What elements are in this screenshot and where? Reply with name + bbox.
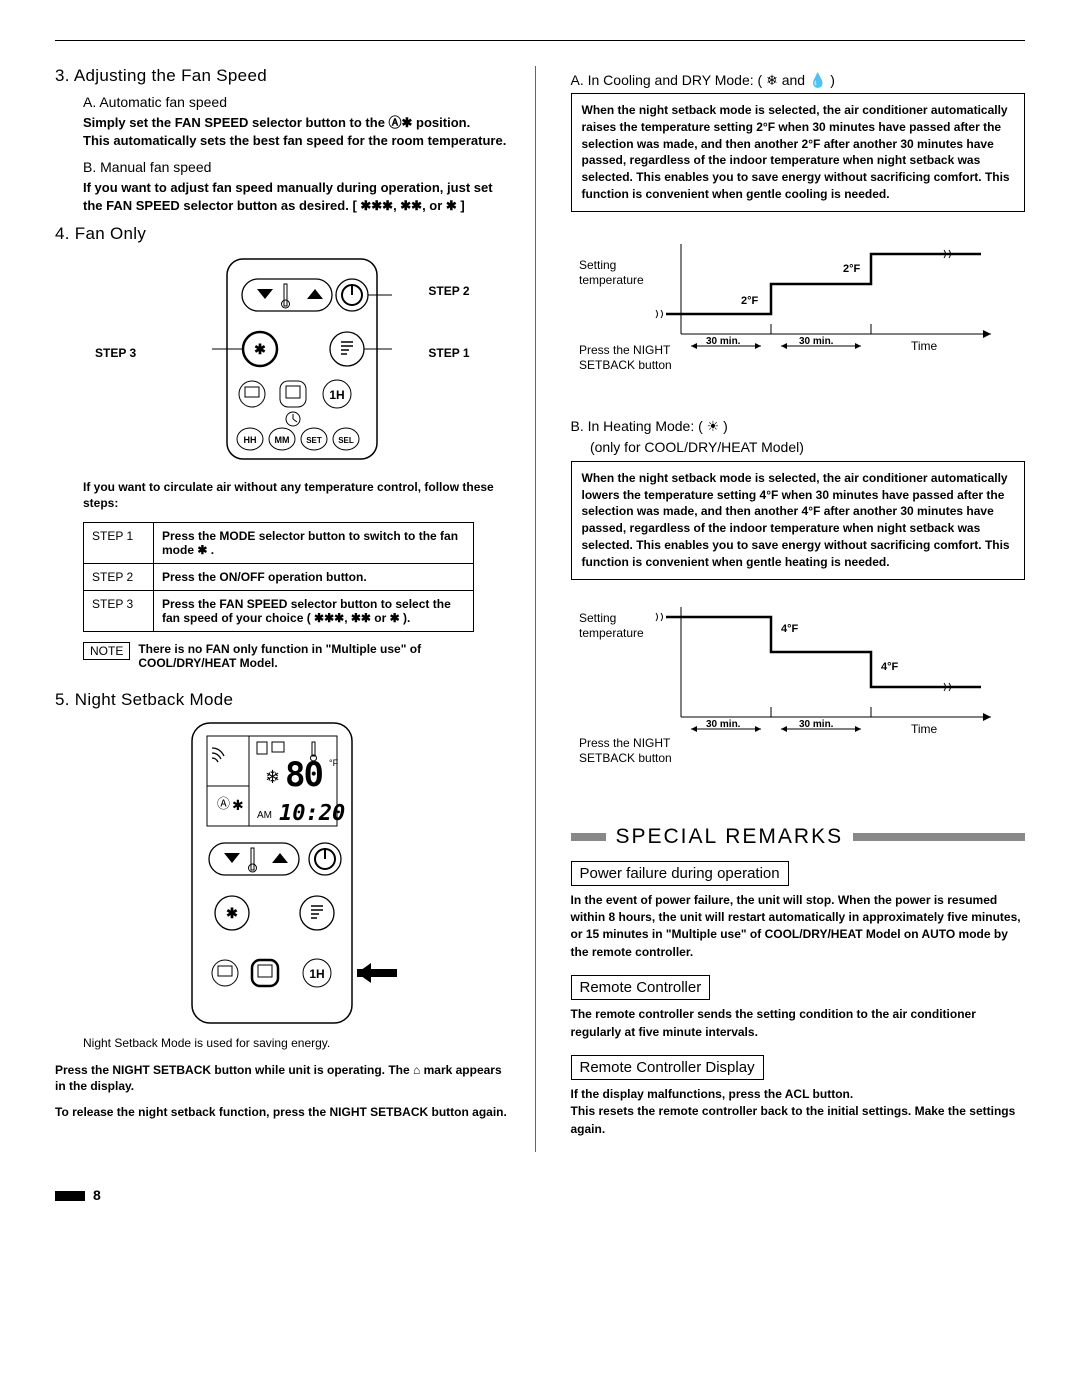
note-text: There is no FAN only function in "Multip… [138, 642, 509, 670]
svg-text:SEL: SEL [338, 436, 354, 445]
sec4-intro: If you want to circulate air without any… [83, 479, 510, 511]
svg-text:30 min.: 30 min. [799, 719, 834, 730]
svg-text:30 min.: 30 min. [706, 719, 741, 730]
power-failure-body: In the event of power failure, the unit … [571, 892, 1026, 962]
svg-text:SET: SET [306, 436, 322, 445]
svg-text:HH: HH [244, 435, 257, 445]
svg-text:30 min.: 30 min. [706, 336, 741, 347]
svg-text:temperature: temperature [579, 273, 644, 287]
remote-display-body: If the display malfunctions, press the A… [571, 1086, 1026, 1138]
note-tag: NOTE [83, 642, 130, 660]
svg-text:Setting: Setting [579, 611, 616, 625]
svg-text:AM: AM [257, 810, 272, 821]
remote-display-title: Remote Controller Display [571, 1055, 764, 1080]
step-cell: STEP 3 [84, 590, 154, 631]
svg-text:✱: ✱ [232, 797, 244, 813]
table-row: STEP 1Press the MODE selector button to … [84, 522, 474, 563]
remote-svg-2: Ⓐ✱ ❄ 80 °F AM 10:20 ✱ 1H [157, 718, 407, 1028]
power-failure-title: Power failure during operation [571, 861, 789, 886]
svg-text:80: 80 [285, 755, 322, 795]
special-title: SPECIAL REMARKS [616, 825, 844, 849]
sec3b-title: B. Manual fan speed [83, 159, 510, 175]
sec5-body2: To release the night setback function, p… [55, 1104, 510, 1120]
table-row: STEP 3Press the FAN SPEED selector butto… [84, 590, 474, 631]
step1-callout: STEP 1 [428, 346, 469, 360]
svg-text:❄: ❄ [265, 767, 280, 787]
remote-controller-title: Remote Controller [571, 975, 711, 1000]
right-b-sub: (only for COOL/DRY/HEAT Model) [571, 439, 1026, 455]
svg-text:✱: ✱ [226, 905, 238, 921]
svg-text:Time: Time [911, 339, 938, 353]
note-box: NOTE There is no FAN only function in "M… [83, 642, 510, 670]
step2-callout: STEP 2 [428, 284, 469, 298]
step-cell: Press the ON/OFF operation button. [154, 563, 474, 590]
svg-text:Press the NIGHT: Press the NIGHT [579, 343, 671, 357]
svg-text:1H: 1H [330, 388, 345, 402]
sec5-title: 5. Night Setback Mode [55, 690, 510, 710]
svg-text:✱: ✱ [254, 341, 266, 357]
svg-text:MM: MM [275, 435, 290, 445]
sec3b-body: If you want to adjust fan speed manually… [83, 179, 510, 214]
svg-text:Setting: Setting [579, 258, 616, 272]
chart-heating: Setting temperature 4°F 4°F 30 min. 30 m… [571, 592, 1011, 767]
svg-text:temperature: temperature [579, 626, 644, 640]
svg-text:Ⓐ: Ⓐ [217, 796, 230, 811]
right-a-title: A. In Cooling and DRY Mode: ( ❄ and 💧 ) [571, 72, 1026, 89]
svg-text:SETBACK button: SETBACK button [579, 751, 672, 765]
table-row: STEP 2Press the ON/OFF operation button. [84, 563, 474, 590]
svg-text:30 min.: 30 min. [799, 336, 834, 347]
svg-text:1H: 1H [310, 967, 325, 981]
svg-text:4°F: 4°F [781, 623, 799, 635]
svg-text:Time: Time [911, 722, 938, 736]
step-cell: STEP 1 [84, 522, 154, 563]
chart-cooling: Setting temperature 2°F 2°F 30 min. 30 m… [571, 224, 1011, 384]
right-b-box: When the night setback mode is selected,… [571, 461, 1026, 580]
sec3a-title: A. Automatic fan speed [83, 94, 510, 110]
svg-text:2°F: 2°F [843, 263, 861, 275]
step-cell: Press the MODE selector button to switch… [154, 522, 474, 563]
svg-text:10:20: 10:20 [279, 801, 345, 826]
svg-text:°F: °F [329, 758, 339, 768]
step-cell: STEP 2 [84, 563, 154, 590]
decor-bar [571, 833, 606, 841]
sec3-title: 3. Adjusting the Fan Speed [55, 66, 510, 86]
remote-controller-body: The remote controller sends the setting … [571, 1006, 1026, 1041]
right-a-box: When the night setback mode is selected,… [571, 93, 1026, 212]
svg-text:Press the NIGHT: Press the NIGHT [579, 736, 671, 750]
sec3a-body: Simply set the FAN SPEED selector button… [83, 114, 510, 149]
remote-svg-1: ✱ 1H HH MM SET SEL [142, 254, 422, 464]
svg-text:2°F: 2°F [741, 295, 759, 307]
svg-text:4°F: 4°F [881, 661, 899, 673]
svg-text:SETBACK button: SETBACK button [579, 358, 672, 372]
decor-bar [853, 833, 1025, 841]
right-b-title: B. In Heating Mode: ( ☀ ) [571, 418, 1026, 435]
sec5-body1: Press the NIGHT SETBACK button while uni… [55, 1062, 510, 1094]
fan-steps-table: STEP 1Press the MODE selector button to … [83, 522, 474, 632]
remote-fan-only: STEP 2 STEP 1 STEP 3 ✱ 1H [55, 254, 510, 464]
special-remarks-header: SPECIAL REMARKS [571, 825, 1026, 849]
sec4-title: 4. Fan Only [55, 224, 510, 244]
step-cell: Press the FAN SPEED selector button to s… [154, 590, 474, 631]
sec5-caption: Night Setback Mode is used for saving en… [83, 1036, 510, 1050]
page-number: 8 [55, 1187, 1025, 1203]
step3-callout: STEP 3 [95, 346, 136, 360]
